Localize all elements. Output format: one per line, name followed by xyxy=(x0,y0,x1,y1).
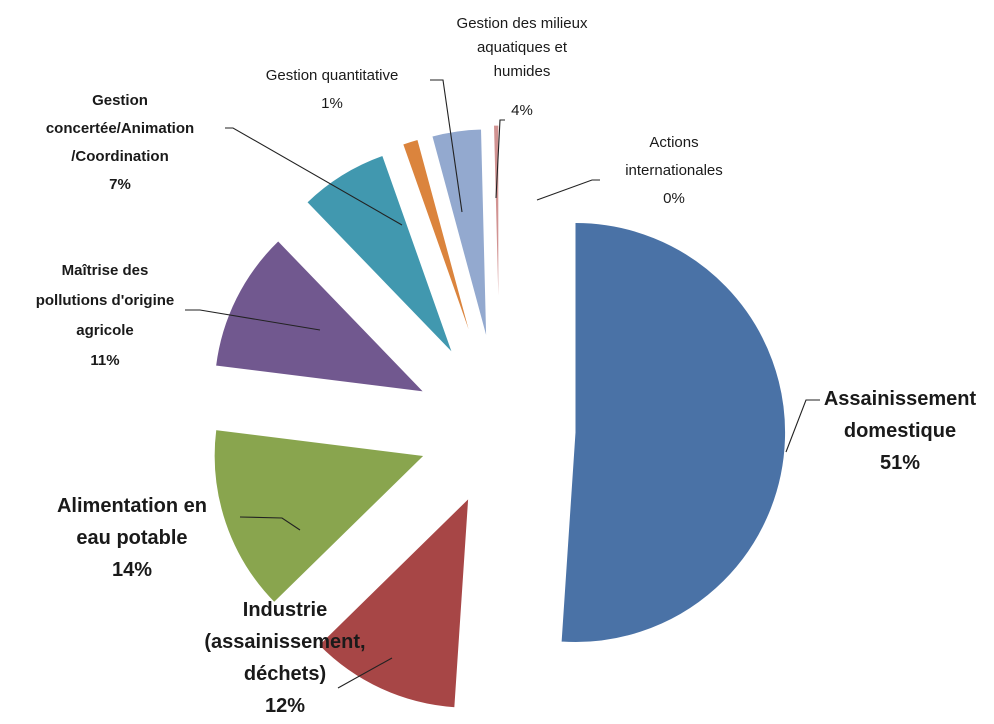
slice-label-3: Alimentation en eau potable 14% xyxy=(57,495,207,581)
pie-slice-5 xyxy=(306,154,454,354)
slice-label-6: Gestion quantitative 1% xyxy=(266,67,399,112)
leader-line-3 xyxy=(239,516,301,531)
pie-slice-2 xyxy=(317,496,470,709)
slice-label-2: Industrie (assainissement, déchets) 12% xyxy=(204,599,365,717)
slice-percent-8: 0% xyxy=(663,190,685,207)
slice-label-8: Actions internationales 0% xyxy=(625,134,723,207)
pie-slice-7 xyxy=(431,128,488,340)
leader-line-5 xyxy=(225,127,403,226)
leader-line-7 xyxy=(495,119,505,199)
slice-percent-1: 51% xyxy=(880,452,920,474)
slice-label-4: Maîtrise des pollutions d'origine agricole… xyxy=(36,262,175,369)
slice-label-5: Gestion concertée/Animation/Coordination 7… xyxy=(46,92,194,193)
pie-slice-1 xyxy=(560,221,787,643)
slice-percent-6: 1% xyxy=(321,95,343,112)
leader-lines xyxy=(185,79,820,689)
leader-line-8 xyxy=(536,179,600,201)
leader-line-4 xyxy=(185,309,321,331)
pie-slice-6 xyxy=(402,138,474,343)
pie-slice-3 xyxy=(213,429,426,604)
slice-percent-3: 14% xyxy=(112,559,152,581)
leader-line-6 xyxy=(430,79,463,213)
slice-percent-7: 4% xyxy=(511,102,533,119)
leader-line-1 xyxy=(785,399,820,453)
slice-label-7: Gestion des milieux aquatiques et humides 4… xyxy=(457,15,588,119)
slice-percent-2: 12% xyxy=(265,695,305,717)
slice-labels: Assainissement domestique 51% Industrie (ass… xyxy=(36,15,977,717)
slice-label-1: Assainissement domestique 51% xyxy=(824,388,977,474)
pie-slices xyxy=(213,124,787,709)
slice-percent-5: 7% xyxy=(109,176,131,193)
leader-line-2 xyxy=(337,657,393,689)
pie-slice-4 xyxy=(215,240,426,393)
slice-percent-4: 11% xyxy=(90,352,119,369)
